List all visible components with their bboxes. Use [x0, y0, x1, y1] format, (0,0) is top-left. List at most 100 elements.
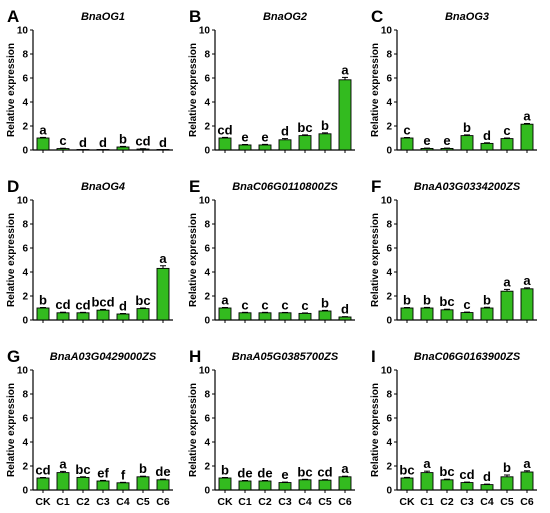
panel-f-ytick-label: 8 — [386, 220, 392, 231]
panel-g-ytick-label: 0 — [22, 486, 28, 497]
panel-h-bar-c4 — [298, 479, 312, 491]
panel-g-sig-label: ef — [97, 465, 109, 480]
panel-b-ytick-label: 0 — [204, 146, 210, 157]
panel-b-sig-label: e — [241, 129, 248, 144]
panel-g-sig-label: f — [121, 467, 126, 482]
panel-c-sig-label: e — [443, 133, 450, 148]
panel-c-bar-c4 — [480, 142, 494, 151]
panel-a-bar-ck — [36, 137, 50, 151]
panel-c-title: BnaOG3 — [445, 11, 489, 23]
panel-i-bar-c4 — [480, 484, 494, 491]
panel-d-bar-ck — [36, 307, 50, 321]
panel-i-ytick-label: 0 — [386, 486, 392, 497]
panel-h-sig-label: de — [237, 466, 252, 481]
panel-f-ylabel: Relative expression — [370, 213, 381, 307]
panel-i-ytick-label: 4 — [386, 438, 392, 449]
panel-i-bar-c2 — [440, 479, 454, 491]
panel-f-bar-c5 — [500, 290, 514, 321]
panel-a-bar-c4 — [116, 146, 130, 151]
panel-d-bar-c2 — [76, 312, 90, 321]
panel-a-ytick-label: 8 — [22, 50, 28, 61]
panel-e-sig-label: c — [281, 297, 288, 312]
panel-c-sig-label: e — [423, 133, 430, 148]
panel-i-xtick-label: C1 — [420, 496, 434, 508]
panel-g-ytick-label: 6 — [22, 414, 28, 425]
panel-h-ytick-label: 0 — [204, 486, 210, 497]
panel-b-ylabel: Relative expression — [188, 43, 199, 137]
panel-g-sig-label: cd — [35, 463, 50, 478]
panel-f-letter: F — [371, 177, 381, 196]
panel-a-sig-label: a — [39, 122, 47, 137]
panel-e-sig-label: a — [221, 293, 229, 308]
panel-d-ytick-label: 0 — [22, 316, 28, 327]
panel-e-ytick-label: 2 — [204, 292, 210, 303]
panel-f-sig-label: a — [523, 273, 531, 288]
panel-a-ytick-label: 0 — [22, 146, 28, 157]
panel-c-bar-c5 — [500, 138, 514, 151]
panel-f-title: BnaA03G0334200ZS — [414, 181, 521, 193]
panel-e-ytick-label: 8 — [204, 220, 210, 231]
panel-g-ytick-label: 8 — [22, 390, 28, 401]
panel-c-bar-c1 — [420, 147, 434, 151]
panel-d-ytick-label: 6 — [22, 244, 28, 255]
panel-g-xtick-label: C4 — [116, 496, 130, 508]
panel-g-sig-label: de — [155, 464, 170, 479]
panel-c-letter: C — [371, 7, 383, 26]
panel-f-ytick-label: 2 — [386, 292, 392, 303]
panel-a-bar-c3 — [96, 149, 110, 151]
panel-g-letter: G — [7, 347, 20, 366]
panel-i-bar-c5 — [500, 476, 514, 491]
panel-a-ytick-label: 4 — [22, 98, 28, 109]
panel-i-bar-c6 — [520, 471, 534, 491]
panel-c-sig-label: c — [403, 123, 410, 138]
panel-a-sig-label: b — [119, 131, 127, 146]
panel-i-xtick-label: CK — [399, 496, 415, 508]
panel-i-sig-label: d — [483, 469, 491, 484]
panel-d-bar-c3 — [96, 309, 110, 321]
panel-e-sig-label: c — [241, 297, 248, 312]
panel-a-sig-label: c — [59, 133, 66, 148]
panel-e-sig-label: c — [301, 298, 308, 313]
panel-h-bar-c2 — [258, 480, 272, 491]
panel-b-letter: B — [189, 7, 201, 26]
panel-f-bar-c3 — [460, 312, 474, 321]
panel-a-letter: A — [7, 7, 19, 26]
panel-b-bar-c4 — [298, 135, 312, 151]
panel-h-sig-label: a — [341, 461, 349, 476]
panel-d-ytick-label: 4 — [22, 268, 28, 279]
panel-b-title: BnaOG2 — [263, 11, 307, 23]
panel-c-bar-ck — [400, 137, 414, 151]
panel-d-sig-label: d — [119, 299, 127, 314]
panel-h-ytick-label: 8 — [204, 390, 210, 401]
panel-i-xtick-label: C5 — [500, 496, 514, 508]
panel-b-sig-label: d — [281, 124, 289, 139]
panel-d-sig-label: a — [159, 251, 167, 266]
panel-i-ylabel: Relative expression — [370, 383, 381, 477]
panel-g-bar-c5 — [136, 476, 150, 491]
panel-c-ytick-label: 4 — [386, 98, 392, 109]
panel-a-ytick-label: 2 — [22, 122, 28, 133]
panel-b-sig-label: e — [261, 129, 268, 144]
panel-e-bar-c5 — [318, 310, 332, 321]
panel-b-sig-label: b — [321, 118, 329, 133]
panel-h-bar-c6 — [338, 476, 352, 491]
panel-d-title: BnaOG4 — [81, 181, 125, 193]
panel-c-sig-label: d — [483, 128, 491, 143]
panel-d-sig-label: cd — [55, 297, 70, 312]
panel-g-xtick-label: C2 — [76, 496, 90, 508]
panel-d-letter: D — [7, 177, 19, 196]
panel-g-ytick-label: 2 — [22, 462, 28, 473]
panel-c-sig-label: c — [503, 123, 510, 138]
panel-d-bar-c1 — [56, 312, 70, 321]
panel-d-ytick-label: 8 — [22, 220, 28, 231]
panel-b-bar-c5 — [318, 133, 332, 151]
panel-c-bar-c6 — [520, 123, 534, 151]
panel-c-sig-label: b — [463, 120, 471, 135]
panel-b-bar-c1 — [238, 144, 252, 151]
panel-h-bar-c3 — [278, 482, 292, 491]
panel-b-ytick-label: 8 — [204, 50, 210, 61]
panel-i-ytick-label: 2 — [386, 462, 392, 473]
panel-a-bar-c1 — [56, 148, 70, 151]
panel-a-ytick-label: 10 — [17, 26, 29, 37]
panel-h-xtick-label: C1 — [238, 496, 252, 508]
